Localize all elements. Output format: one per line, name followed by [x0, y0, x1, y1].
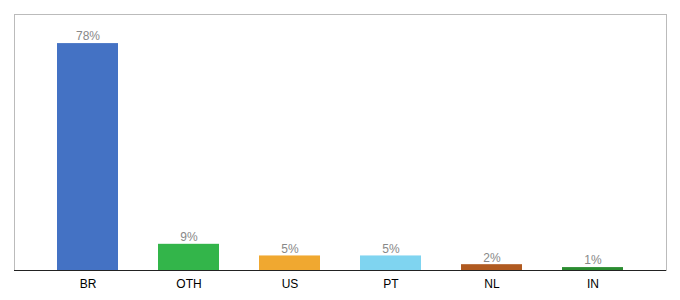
svg-text:US: US: [282, 277, 299, 291]
svg-text:9%: 9%: [180, 230, 198, 244]
svg-text:OTH: OTH: [176, 277, 201, 291]
svg-text:NL: NL: [484, 277, 500, 291]
svg-text:PT: PT: [383, 277, 399, 291]
svg-text:2%: 2%: [483, 251, 501, 265]
svg-text:BR: BR: [80, 277, 97, 291]
svg-text:5%: 5%: [382, 242, 400, 256]
svg-text:IN: IN: [587, 277, 599, 291]
svg-text:5%: 5%: [281, 242, 299, 256]
svg-text:1%: 1%: [584, 253, 602, 267]
svg-text:78%: 78%: [76, 29, 100, 43]
